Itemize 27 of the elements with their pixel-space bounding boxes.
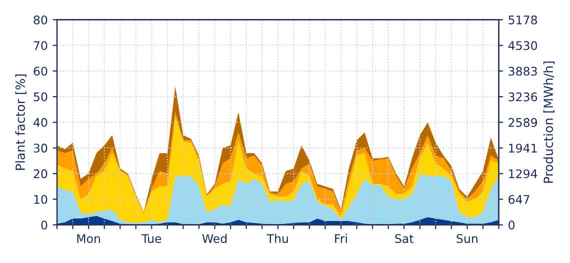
- y2-tick-label: 1294: [509, 169, 538, 178]
- y2-tick-label: 5178: [508, 15, 538, 24]
- y-tick-label: 10: [34, 194, 48, 204]
- y2-tick-label: 2589: [508, 118, 537, 127]
- y-tick-label: 70: [34, 41, 48, 50]
- x-tick-label: Wed: [202, 234, 227, 244]
- y-tick-label: 40: [34, 118, 48, 127]
- x-tick-label: Mon: [77, 234, 100, 244]
- y2-axis-title: Production [MWh/h]: [543, 62, 555, 183]
- y2-tick-label: 647: [508, 194, 530, 204]
- y-tick-label: 60: [34, 66, 48, 76]
- y2-tick-label: 1941: [509, 144, 537, 153]
- y-tick-label: 30: [34, 144, 48, 153]
- y2-tick-label: 3236: [508, 92, 538, 102]
- y2-tick-label: 3883: [508, 66, 537, 76]
- y-tick-label: 20: [34, 169, 48, 178]
- y-tick-label: 0: [41, 220, 48, 230]
- x-tick-label: Sun: [456, 234, 478, 244]
- y-tick-label: 50: [34, 92, 48, 102]
- y2-tick-label: 0: [508, 220, 515, 230]
- x-tick-label: Fri: [335, 234, 347, 243]
- x-tick-label: Sat: [395, 234, 414, 244]
- x-tick-label: Tue: [142, 234, 162, 244]
- y2-tick-label: 4530: [508, 41, 538, 50]
- y-tick-label: 80: [34, 15, 48, 24]
- x-tick-label: Thu: [266, 234, 288, 244]
- y-axis-title: Plant factor [%]: [15, 74, 26, 170]
